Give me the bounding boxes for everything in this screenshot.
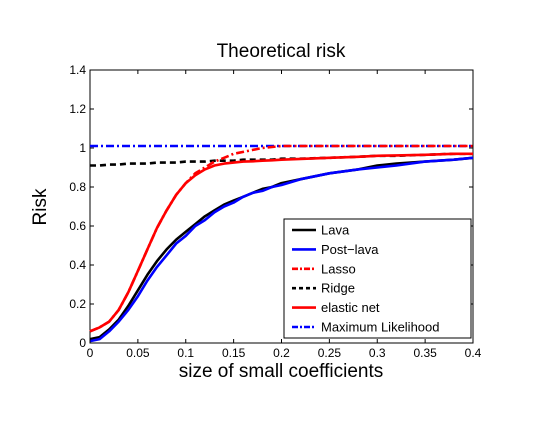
x-tick-label: 0.25 <box>318 346 342 360</box>
legend-label: Lava <box>321 223 350 238</box>
y-tick-label: 0.2 <box>69 297 86 311</box>
legend-box <box>283 218 472 339</box>
y-tick-label: 1.4 <box>69 63 86 77</box>
chart-title: Theoretical risk <box>217 41 346 62</box>
x-axis-label: size of small coefficients <box>179 361 384 382</box>
x-tick-label: 0.4 <box>465 346 482 360</box>
y-tick-label: 0 <box>79 336 86 350</box>
legend-label: Ridge <box>321 281 355 296</box>
series-line-4 <box>89 152 473 333</box>
legend-label: Lasso <box>321 261 356 276</box>
y-tick-label: 1.2 <box>69 102 86 116</box>
series-layer <box>89 144 474 343</box>
x-tick-label: 0.3 <box>369 346 386 360</box>
series-line-2 <box>89 144 473 333</box>
y-axis-label: Risk <box>30 188 51 225</box>
legend-label: elastic net <box>321 300 380 315</box>
x-tick-label: 0.15 <box>222 346 246 360</box>
tick-layer: 0 0.05 0.1 0.15 0.2 0.25 0.3 0.35 0.4 0 0.2 0.4 0.6 0… <box>69 63 481 360</box>
series-line-1 <box>89 156 474 343</box>
legend-label: Post−lava <box>321 242 379 257</box>
y-tick-label: 0.6 <box>69 219 86 233</box>
legend-label: Maximum Likelihood <box>321 320 440 335</box>
legend-items: Lava Post−lava Lasso Ridge elastic net Maximu… <box>292 223 440 335</box>
x-tick-label: 0.1 <box>177 346 194 360</box>
y-tick-label: 0.4 <box>69 258 86 272</box>
x-tick-label: 0.05 <box>126 346 150 360</box>
y-tick-label: 1 <box>79 141 86 155</box>
legend: Lava Post−lava Lasso Ridge elastic net Maximu… <box>283 218 472 339</box>
y-tick-label: 0.8 <box>69 180 86 194</box>
x-tick-label: 0.2 <box>273 346 290 360</box>
x-tick-label: 0 <box>87 346 94 360</box>
x-tick-label: 0.35 <box>413 346 437 360</box>
